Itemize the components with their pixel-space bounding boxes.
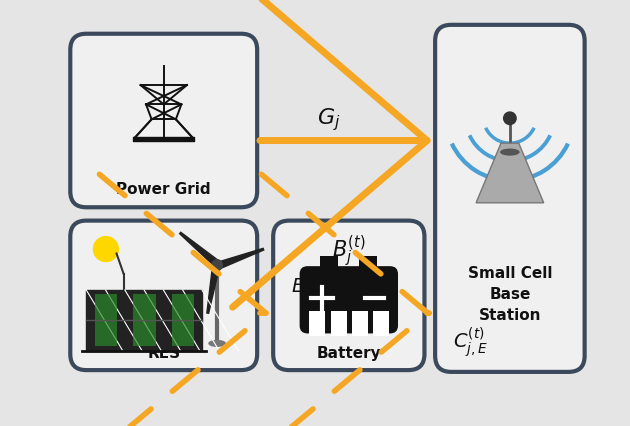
Bar [134,294,156,346]
FancyBboxPatch shape [71,221,257,370]
Bar [331,311,346,336]
Bar [95,294,117,346]
Circle shape [212,260,222,271]
Bar [86,290,202,351]
Polygon shape [216,248,264,269]
Polygon shape [476,143,544,203]
Bar [172,294,194,346]
Bar [374,311,389,336]
Text: $G_j$: $G_j$ [317,106,340,133]
Bar [309,311,325,336]
Polygon shape [207,264,220,313]
Text: $C_{j,E}^{(t)}$: $C_{j,E}^{(t)}$ [453,325,488,360]
Text: Power Grid: Power Grid [117,181,211,196]
Bar [352,311,368,336]
Text: Small Cell
Base
Station: Small Cell Base Station [467,266,552,323]
Polygon shape [180,232,220,267]
FancyBboxPatch shape [273,221,425,370]
Text: $B_j^{(t)}$: $B_j^{(t)}$ [332,233,365,269]
Ellipse shape [209,340,226,347]
Text: $E_j^{(t)}$: $E_j^{(t)}$ [291,271,321,304]
Text: Battery: Battery [316,346,381,361]
FancyBboxPatch shape [71,34,257,207]
FancyBboxPatch shape [301,267,398,333]
Circle shape [503,112,516,124]
Bar [320,256,338,271]
Bar [360,256,377,271]
Text: RES: RES [147,346,180,361]
FancyBboxPatch shape [435,25,585,372]
Circle shape [93,236,118,262]
Ellipse shape [500,149,520,155]
